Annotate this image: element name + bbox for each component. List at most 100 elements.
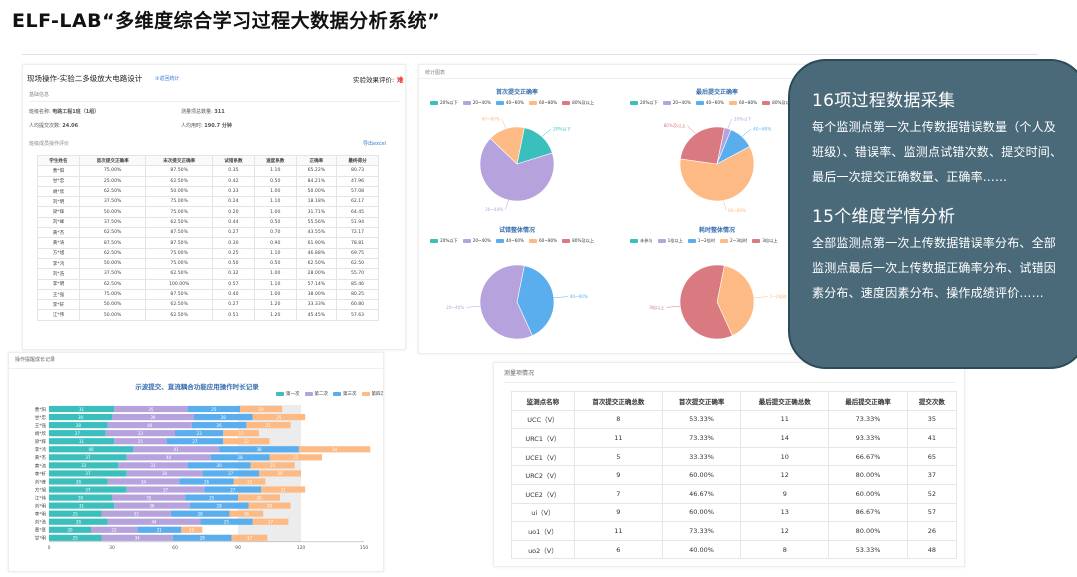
table-row: 李*明 62.50% 100.00% 0.57 1.10 57.14% 85.46	[37, 278, 379, 290]
bar-value-label: 33	[134, 511, 140, 516]
slice-label: 20~40%	[485, 207, 503, 212]
bar-value-label: 35	[146, 495, 152, 500]
table-cell: UCE1（V）	[511, 446, 575, 467]
pie-legend: 20%以下 20~40% 40~60% 60~80% 80%及以上	[425, 100, 594, 106]
table-cell: 李*鸿	[37, 257, 80, 270]
table-cell: 62.50	[336, 257, 379, 270]
legend-label: 20%以下	[440, 100, 458, 105]
table-cell: 100.00%	[145, 278, 213, 290]
table-cell: 11	[740, 409, 830, 430]
legend-swatch	[762, 101, 771, 105]
bar-segment	[49, 422, 108, 429]
slice-label: 40~60%	[753, 127, 771, 132]
slice-label: 60~80%	[728, 208, 746, 213]
table-cell: 0.40	[211, 288, 255, 301]
table-row: 甘*忠 25.00% 62.50% 0.42 0.50 84.21% 47.96	[37, 175, 379, 187]
table-cell: 李*轩	[37, 299, 80, 311]
pie-title: 首次提交正确率	[495, 89, 538, 96]
bar-value-label: 20	[277, 471, 283, 476]
table-row: URC1（V） 11 73.33% 14 93.33% 41	[511, 428, 958, 448]
x-tick-label: 120	[297, 545, 306, 551]
bar-panel-header: 操作提醒成长记录	[15, 357, 56, 363]
bar-value-label: 28	[76, 520, 82, 525]
legend-swatch	[462, 239, 471, 243]
bar-value-label: 34	[332, 447, 338, 452]
table-cell: 7	[573, 483, 663, 504]
table-cell: 10	[740, 446, 830, 467]
bar-segment	[187, 462, 251, 469]
table-cell: 方*旭	[37, 247, 80, 259]
table-cell: 73.33%	[661, 521, 742, 541]
bar-value-label: 17	[268, 520, 274, 525]
bar-segment	[107, 422, 192, 429]
table-row: 李*轩 50.00% 62.50% 0.27 1.20 33.33% 60.80	[37, 299, 379, 311]
bar-segment	[193, 413, 253, 421]
table-row: UCE1（V） 5 33.33% 10 66.67% 65	[511, 446, 958, 467]
table-cell: 胡*欣	[37, 185, 80, 198]
bar-value-label: 10	[189, 528, 195, 533]
table-cell: 0.70	[253, 227, 297, 239]
legend-label: 20%以下	[640, 100, 658, 105]
bar-value-label: 34	[141, 479, 147, 484]
bar-value-label: 28	[217, 503, 223, 508]
table-cell: 刘*明	[37, 196, 80, 208]
bar-segment	[118, 462, 188, 469]
operation-record-panel: 操作提醒成长记录 示波提交、直流耦合功能应用操作时长记录 第一次 第二次 第三次 第四…	[8, 352, 384, 572]
table-cell: 80.73	[336, 165, 379, 177]
legend-label: 20~40%	[672, 100, 691, 105]
bar-segment	[172, 534, 232, 541]
bar-segment	[187, 405, 241, 413]
bar-segment	[137, 526, 182, 533]
table-cell: 0.27	[211, 227, 255, 239]
slice-label: 3倍以上	[649, 304, 664, 311]
bar-segment	[49, 502, 115, 509]
title-divider	[22, 54, 1038, 55]
bar-value-label: 30	[78, 495, 84, 500]
table-cell: 50.00%	[78, 257, 147, 270]
table-cell: 55.70	[336, 268, 379, 280]
pies-panel-header: 统计图表	[425, 70, 446, 76]
table-cell: 0.24	[211, 196, 255, 208]
legend-label: 80%及以上	[772, 100, 795, 105]
bar-category-label: 胡*欣	[35, 430, 47, 437]
table-row: URC2（V） 9 60.00% 12 80.00% 37	[511, 465, 958, 485]
divider	[419, 78, 813, 79]
bar-value-label: 23	[197, 431, 203, 436]
bar-value-label: 31	[79, 503, 85, 508]
table-cell: 75.00%	[78, 288, 147, 301]
table-cell: 11	[573, 428, 663, 448]
pie-chart-3: 试错整体情况 20%以下 20~40% 40~60% 60~80% 80%及以上 40~60…	[419, 217, 615, 353]
table-cell: 75.00%	[145, 196, 213, 208]
legend-swatch	[729, 101, 737, 105]
back-to-stats-link[interactable]: ③返回统计	[155, 76, 180, 82]
pie-slice	[680, 126, 725, 165]
x-tick-label: 60	[172, 545, 178, 551]
table-row: 刘*明 37.50% 75.00% 0.24 1.10 18.18% 62.17	[37, 196, 379, 208]
slice-leader-line	[687, 125, 696, 134]
bar-segment	[248, 502, 291, 509]
table-cell: 0.25	[211, 247, 255, 259]
legend-label: 2~3倍时	[730, 238, 748, 243]
divider	[9, 368, 383, 369]
table-cell: 江*伟	[37, 309, 80, 321]
legend-swatch	[430, 101, 438, 105]
legend-swatch	[495, 101, 504, 105]
slice-leader-line	[727, 118, 733, 129]
table-cell: 46.88%	[295, 247, 338, 259]
callout-text-1: 每个监测点第一次上传数据错误数量（个人及班级）、错误率、监测点试错次数、提交时间…	[812, 120, 1063, 184]
export-excel-button[interactable]: 导出excel	[363, 141, 387, 147]
table-cell: 53.33%	[828, 539, 908, 560]
bar-value-label: 36	[149, 503, 155, 508]
bar-category-label: 李*明	[35, 511, 47, 518]
bar-segment	[49, 438, 115, 445]
slice-label: 60~80%	[482, 117, 500, 122]
bar-value-label: 25	[138, 439, 144, 444]
table-cell: 33.33%	[295, 299, 338, 311]
measure-table-header: 首次提交正确率	[661, 391, 742, 411]
bar-value-label: 25	[209, 495, 215, 500]
table-cell: 57.08	[336, 185, 379, 198]
table-cell: 梁*辉	[37, 206, 80, 218]
pie-chart-1: 首次提交正确率 20%以下 20~40% 40~60% 60~80% 80%及以上 20%以…	[419, 79, 615, 215]
measure-table-header: 最后提交正确总数	[740, 391, 830, 411]
table-cell: 0.42	[211, 175, 255, 187]
